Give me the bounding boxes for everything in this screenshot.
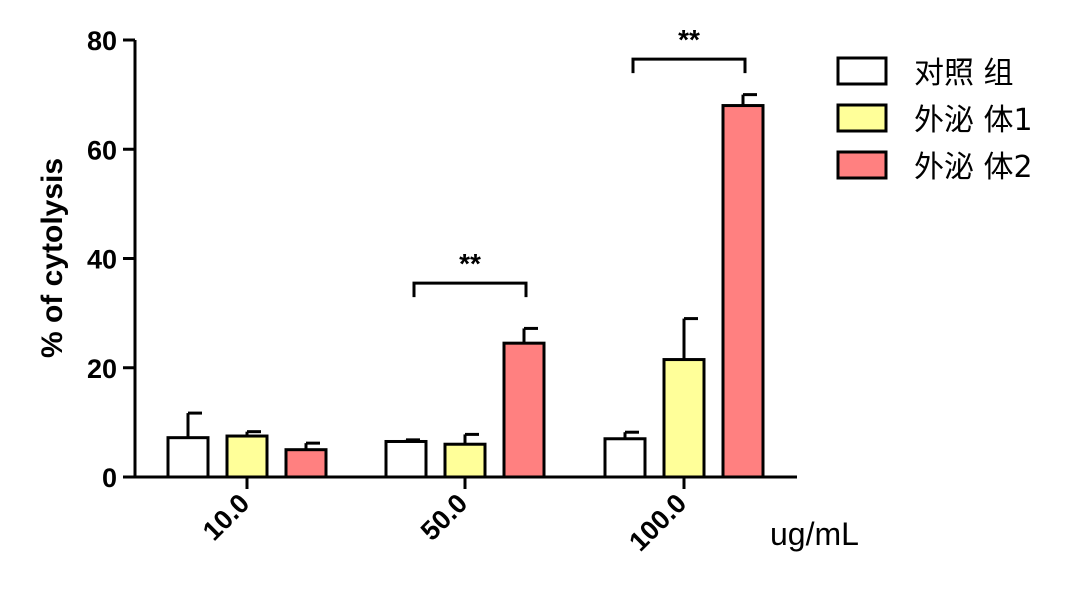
bar	[502, 341, 546, 479]
y-tick-label: 20	[87, 354, 117, 384]
bar	[284, 448, 328, 479]
x-tick-label: 50.0	[415, 488, 473, 546]
legend: 对照 组外泌 体1 外泌 体2	[836, 56, 1033, 185]
bar	[166, 436, 210, 479]
legend-label: 对照 组	[914, 56, 1014, 91]
bar	[662, 358, 706, 479]
y-tick-label: 80	[87, 26, 117, 56]
significance-label: **	[459, 248, 481, 279]
legend-label: 外泌 体2	[914, 150, 1033, 185]
significance-label: **	[678, 24, 700, 55]
bar	[603, 437, 647, 479]
bar	[443, 442, 487, 479]
y-axis-title: % of cytolysis	[36, 158, 69, 358]
x-axis-unit-label: ug/mL	[770, 516, 859, 552]
x-tick-label: 10.0	[197, 488, 255, 546]
bars-group	[166, 93, 765, 479]
bar	[225, 434, 269, 479]
x-tick-label: 100.0	[623, 488, 692, 557]
legend-swatch	[836, 56, 888, 86]
significance-annotations: ** **	[412, 24, 747, 298]
y-tick-label: 60	[87, 135, 117, 165]
legend-swatch	[836, 103, 888, 133]
bar	[384, 439, 428, 479]
significance-bracket	[631, 57, 747, 74]
legend-swatch	[836, 150, 888, 180]
legend-label: 外泌 体1	[914, 103, 1033, 138]
significance-bracket	[412, 281, 528, 298]
bar	[721, 104, 765, 479]
y-tick-label: 0	[102, 463, 117, 493]
y-tick-label: 40	[87, 245, 117, 275]
